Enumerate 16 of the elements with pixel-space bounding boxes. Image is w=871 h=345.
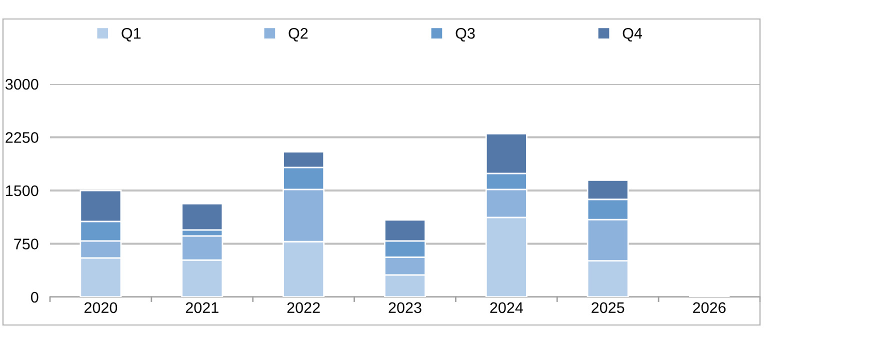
y-tick-label: 3000 [5, 78, 38, 90]
x-tick-label: 2020 [84, 302, 118, 314]
x-tick-label: 2021 [186, 302, 218, 314]
x-tick-label: 2025 [592, 302, 624, 314]
x-tick-label: 2024 [490, 302, 523, 314]
legend-label: Q2 [288, 28, 308, 42]
x-tick-label: 2022 [287, 302, 320, 314]
legend-label: Q4 [622, 28, 642, 42]
y-tick-label: 1500 [6, 185, 38, 196]
x-tick-label: 2023 [388, 302, 422, 314]
legend-label: Q3 [456, 28, 475, 42]
legend-label: Q1 [122, 28, 141, 42]
y-tick-label: 0 [30, 292, 38, 303]
y-tick-label: 2250 [6, 132, 38, 143]
x-tick-label: 2026 [693, 302, 726, 314]
y-tick-label: 750 [14, 238, 38, 250]
